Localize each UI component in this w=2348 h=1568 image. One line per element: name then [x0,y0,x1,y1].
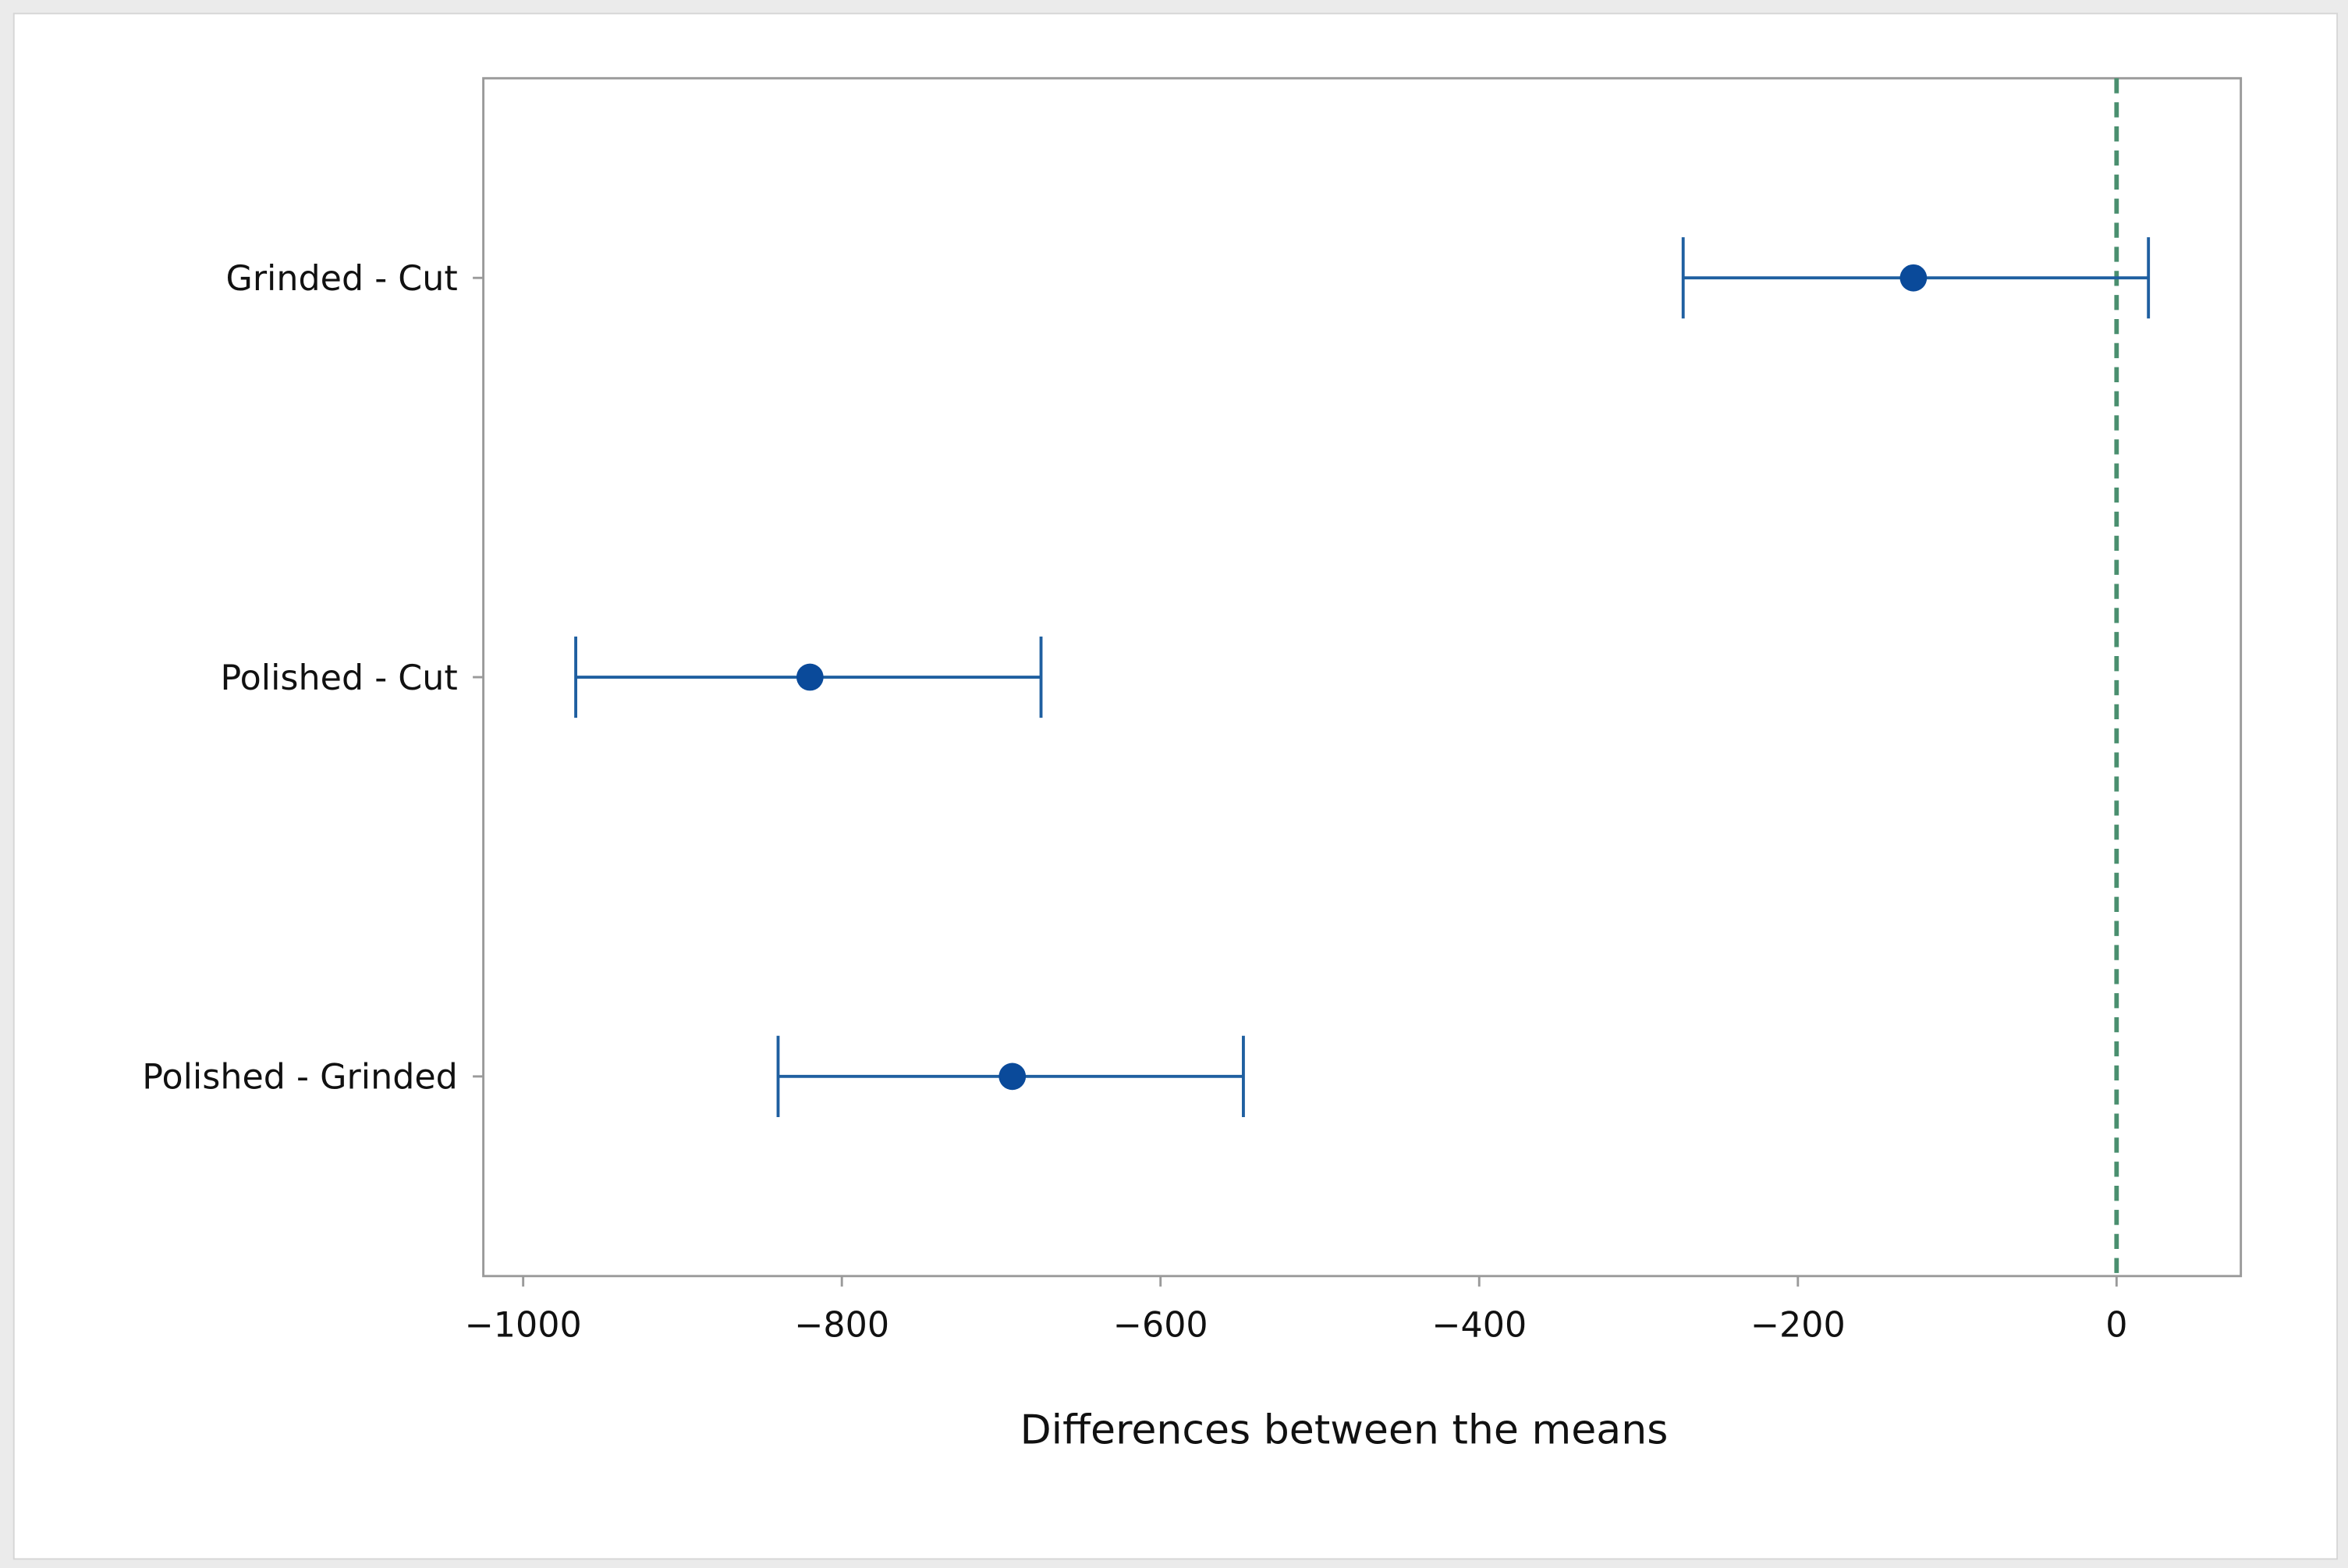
x-tick-label: 0 [2105,1305,2127,1345]
x-tick-label: −800 [794,1305,889,1345]
estimate-point [796,663,824,691]
x-axis-label: Differences between the means [1020,1407,1669,1453]
y-tick-label: Polished - Cut [220,658,457,698]
x-tick-label: −400 [1431,1305,1527,1345]
y-tick-label: Grinded - Cut [225,259,457,299]
x-tick-label: −1000 [465,1305,582,1345]
x-tick-label: −200 [1750,1305,1846,1345]
estimate-point [998,1062,1027,1091]
estimate-point [1899,264,1928,292]
y-tick-label: Polished - Grinded [142,1058,457,1098]
x-tick-label: −600 [1113,1305,1208,1345]
